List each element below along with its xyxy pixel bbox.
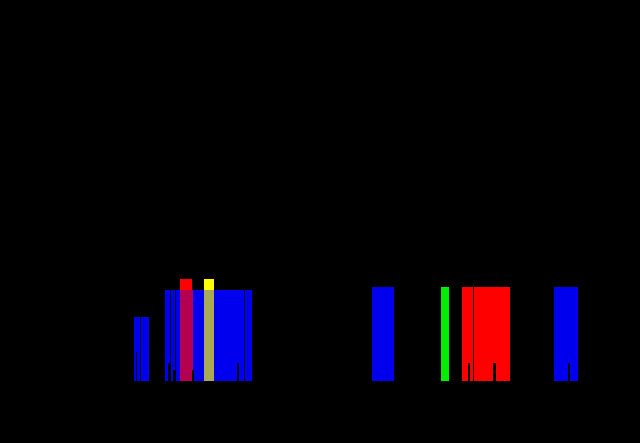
chart-bar-bar-9 (214, 290, 244, 381)
bar-notch-notch-right-2 (493, 363, 496, 381)
chart-bar-bar-2 (141, 317, 149, 381)
bar-notch-notch-mid-4 (237, 363, 239, 381)
chart-bar-bar-10 (245, 290, 252, 381)
chart-bar-bar-7 (193, 290, 204, 381)
bar-notch-notch-left-1 (136, 352, 137, 381)
bar-separator-sep-mid-2 (175, 290, 176, 381)
chart-bar-bar-8-cap (204, 279, 214, 290)
chart-bar-bar-11 (372, 287, 394, 381)
chart-bar-bar-8 (204, 290, 214, 381)
chart-bar-bar-15 (554, 287, 578, 381)
chart-bar-bar-1 (134, 317, 140, 381)
bar-notch-notch-mid-2 (173, 370, 175, 381)
chart-bar-bar-4 (171, 290, 175, 381)
chart-bar-bar-6-cap (180, 279, 192, 290)
bar-separator-sep-mid-3 (244, 290, 245, 381)
bar-notch-notch-right-3 (568, 363, 570, 381)
bar-separator-sep-mid-1 (170, 290, 171, 381)
chart-bar-bar-14 (474, 287, 510, 381)
bar-separator-sep-right-1 (473, 287, 474, 381)
bar-notch-notch-right-1 (468, 363, 470, 381)
bar-separator-sep-left-1 (140, 330, 141, 381)
chart-bar-bar-5 (176, 290, 180, 381)
bar-notch-notch-mid-3 (192, 370, 194, 381)
bar-notch-notch-mid-1 (168, 363, 170, 381)
chart-bar-bar-12 (441, 287, 449, 381)
chart-bar-bar-3 (165, 290, 170, 381)
chart-bar-bar-6 (180, 290, 193, 381)
chart-bar-bar-13 (462, 287, 473, 381)
